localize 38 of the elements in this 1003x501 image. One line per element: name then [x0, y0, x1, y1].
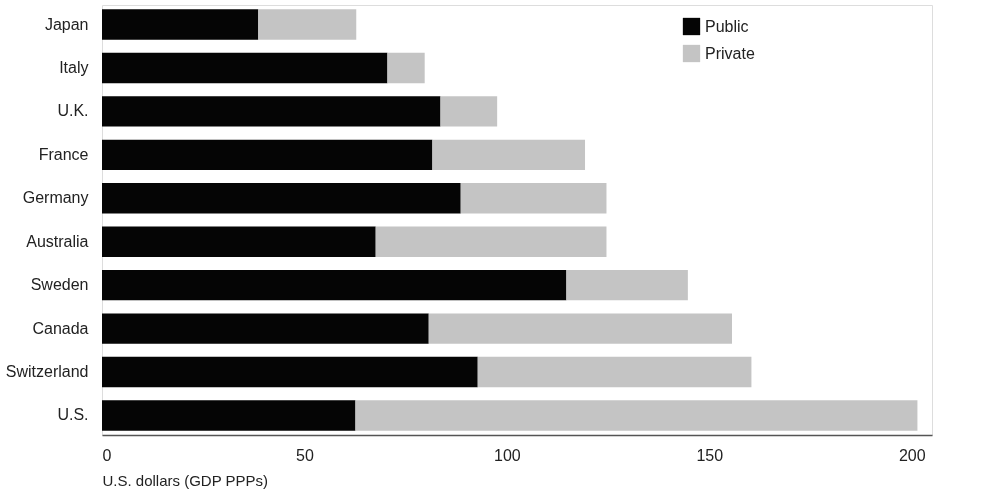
y-tick-label: U.K. [57, 102, 89, 120]
bar [102, 400, 356, 431]
x-tick-label: 0 [102, 446, 112, 464]
x-axis-title: U.S. dollars (GDP PPPs) [102, 471, 269, 489]
bar [258, 9, 357, 40]
y-tick-label: Japan [44, 15, 89, 33]
bar [102, 96, 441, 127]
bar [102, 226, 376, 257]
y-tick-label: Italy [59, 58, 89, 76]
bar [102, 313, 429, 344]
bar [102, 183, 461, 214]
bar [428, 313, 732, 344]
x-tick-label: 200 [898, 446, 926, 464]
bar [102, 356, 478, 388]
bar [432, 139, 586, 171]
x-tick-label: 50 [296, 446, 314, 464]
legend-label: Public [705, 17, 749, 35]
bar [477, 356, 752, 388]
bar [355, 400, 918, 431]
bar [460, 183, 607, 214]
x-tick-label: 150 [696, 446, 724, 464]
bar [102, 139, 433, 171]
bar [566, 269, 688, 301]
y-tick-label: U.S. [57, 406, 89, 424]
bar [387, 52, 425, 84]
bar [440, 96, 498, 127]
y-tick-label: Switzerland [5, 363, 89, 381]
y-tick-label: Canada [32, 319, 89, 337]
bar [102, 52, 388, 84]
y-tick-label: France [38, 145, 89, 163]
y-tick-label: Sweden [30, 276, 89, 294]
y-tick-label: Australia [26, 232, 89, 250]
bar [375, 226, 607, 257]
y-tick-label: Germany [22, 189, 89, 207]
bar [102, 9, 259, 40]
bar [102, 269, 567, 301]
x-tick-label: 100 [494, 446, 521, 464]
legend-label: Private [705, 44, 755, 62]
